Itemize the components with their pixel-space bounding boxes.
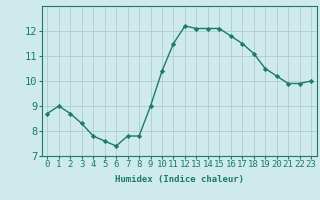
X-axis label: Humidex (Indice chaleur): Humidex (Indice chaleur) <box>115 175 244 184</box>
